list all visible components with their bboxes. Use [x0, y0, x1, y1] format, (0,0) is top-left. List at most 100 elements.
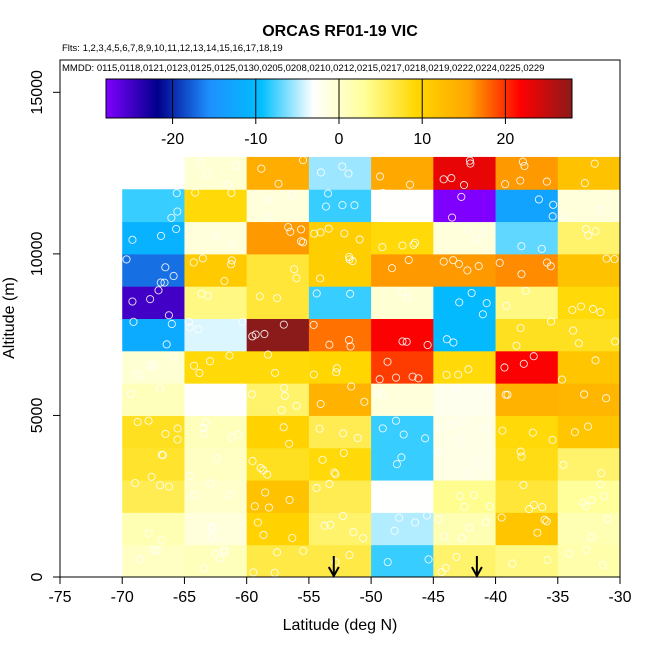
- sample-point: [390, 526, 399, 535]
- sample-point: [474, 262, 483, 271]
- heatmap-cell: [308, 286, 372, 319]
- sample-point: [439, 175, 448, 184]
- sample-point: [280, 391, 289, 400]
- sample-point: [501, 390, 510, 399]
- sample-point: [238, 317, 247, 326]
- heatmap-cell: [308, 318, 372, 352]
- sample-point: [189, 258, 198, 267]
- y-tick-label: 15000: [29, 70, 46, 115]
- sample-point: [129, 317, 138, 326]
- sample-point: [518, 157, 527, 166]
- sample-point: [211, 549, 220, 558]
- sample-point: [623, 519, 630, 526]
- sample-point: [191, 188, 200, 197]
- sample-point: [422, 511, 432, 520]
- sample-point: [375, 172, 385, 181]
- sample-point: [231, 386, 240, 395]
- sample-point: [331, 470, 340, 479]
- sample-point: [602, 254, 611, 263]
- sample-point: [263, 350, 273, 359]
- heatmap-cell: [620, 319, 650, 352]
- sample-point: [528, 428, 537, 437]
- sample-point: [156, 278, 165, 287]
- sample-point: [309, 370, 318, 379]
- heatmap-cell: [557, 286, 620, 319]
- x-tick-label: -45: [422, 589, 445, 606]
- heatmap-cell: [433, 286, 497, 319]
- sample-point: [374, 388, 383, 397]
- sample-point: [448, 213, 457, 222]
- sample-point: [405, 180, 415, 189]
- sample-point: [149, 360, 158, 369]
- sample-point: [463, 225, 473, 234]
- x-axis: -75 -70 -65 -60 -55 -50 -45 -40 -35 -30: [48, 577, 632, 606]
- sample-point: [167, 213, 176, 222]
- sample-point: [273, 548, 282, 557]
- sample-point: [591, 227, 600, 236]
- sample-point: [570, 428, 579, 437]
- sample-point: [516, 447, 525, 456]
- sample-point: [355, 235, 364, 244]
- sample-point: [639, 157, 646, 164]
- sample-point: [184, 404, 193, 413]
- sample-point: [199, 423, 208, 432]
- heatmap-cell: [371, 350, 434, 384]
- sample-point: [423, 340, 432, 350]
- sample-point: [359, 533, 368, 543]
- heatmap-cell: [122, 512, 185, 546]
- sample-point: [580, 179, 589, 188]
- sample-point: [646, 178, 650, 185]
- sample-point: [321, 202, 330, 211]
- heatmap-cell: [246, 512, 310, 546]
- flights-note: Flts: 1,2,3,4,5,6,7,8,9,10,11,12,13,14,1…: [62, 43, 283, 54]
- sample-point: [145, 361, 154, 370]
- heatmap-cell: [557, 447, 620, 481]
- sample-point: [312, 289, 321, 298]
- x-tick-label: -50: [360, 589, 383, 606]
- sample-point: [596, 205, 605, 215]
- sample-point: [640, 402, 647, 409]
- sample-point: [454, 259, 463, 269]
- sample-point: [173, 207, 182, 216]
- sample-point: [542, 258, 551, 267]
- sample-point: [234, 430, 243, 439]
- sample-point: [131, 479, 140, 488]
- sample-point: [326, 520, 335, 529]
- sample-point: [155, 384, 164, 393]
- heatmap-cell: [620, 448, 650, 481]
- sample-point: [169, 271, 178, 281]
- heatmap-cell: [184, 318, 248, 352]
- sample-point: [285, 439, 294, 448]
- sample-point: [253, 518, 262, 527]
- heatmap-cell: [246, 286, 310, 319]
- sample-point: [134, 370, 143, 379]
- x-tick-label: -35: [546, 589, 569, 606]
- heatmap-cell: [184, 383, 248, 416]
- sample-point: [457, 192, 466, 201]
- sample-point: [338, 162, 347, 171]
- sample-point: [216, 554, 225, 563]
- sample-point: [481, 518, 490, 527]
- heatmap-cell: [495, 350, 559, 384]
- sample-point: [206, 479, 215, 488]
- sample-point: [133, 417, 142, 427]
- sample-point: [568, 305, 577, 314]
- sample-point: [402, 337, 411, 346]
- sample-point: [378, 424, 387, 433]
- sample-point: [542, 517, 551, 526]
- sample-point: [164, 311, 173, 320]
- sample-point: [287, 190, 296, 199]
- sample-point: [285, 495, 294, 504]
- latitude-arrows: [327, 556, 483, 579]
- sample-point: [520, 161, 529, 171]
- x-tick-label: -75: [48, 589, 71, 606]
- sample-point: [498, 426, 507, 435]
- sample-point: [625, 415, 632, 422]
- sample-point: [227, 260, 236, 269]
- sample-point: [421, 434, 430, 443]
- sample-point: [467, 288, 476, 298]
- sample-point: [247, 390, 256, 399]
- sample-point: [332, 368, 341, 377]
- y-tick-label: 10000: [29, 232, 46, 277]
